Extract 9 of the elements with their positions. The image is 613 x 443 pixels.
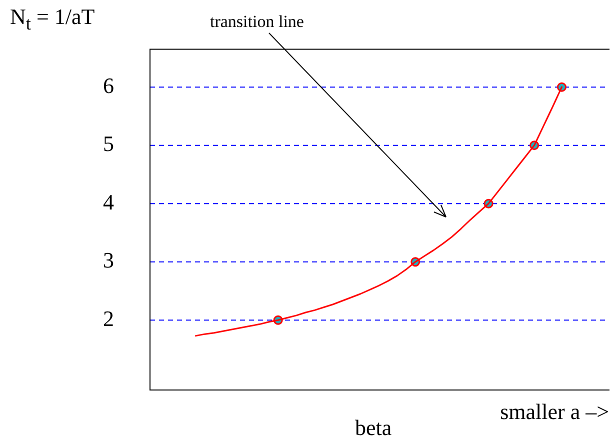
x-axis-title: beta [355,415,392,440]
y-tick-label: 6 [103,72,114,98]
y-tick-label: 2 [103,306,114,331]
text: smaller a –> [500,399,609,424]
text: transition line [210,12,304,32]
y-tick-label: 3 [103,248,114,273]
y-tick-label: 5 [103,131,114,156]
y-tick-label: 4 [103,189,114,214]
chart-title: N$_{t}$ = 1/aT [10,4,95,34]
